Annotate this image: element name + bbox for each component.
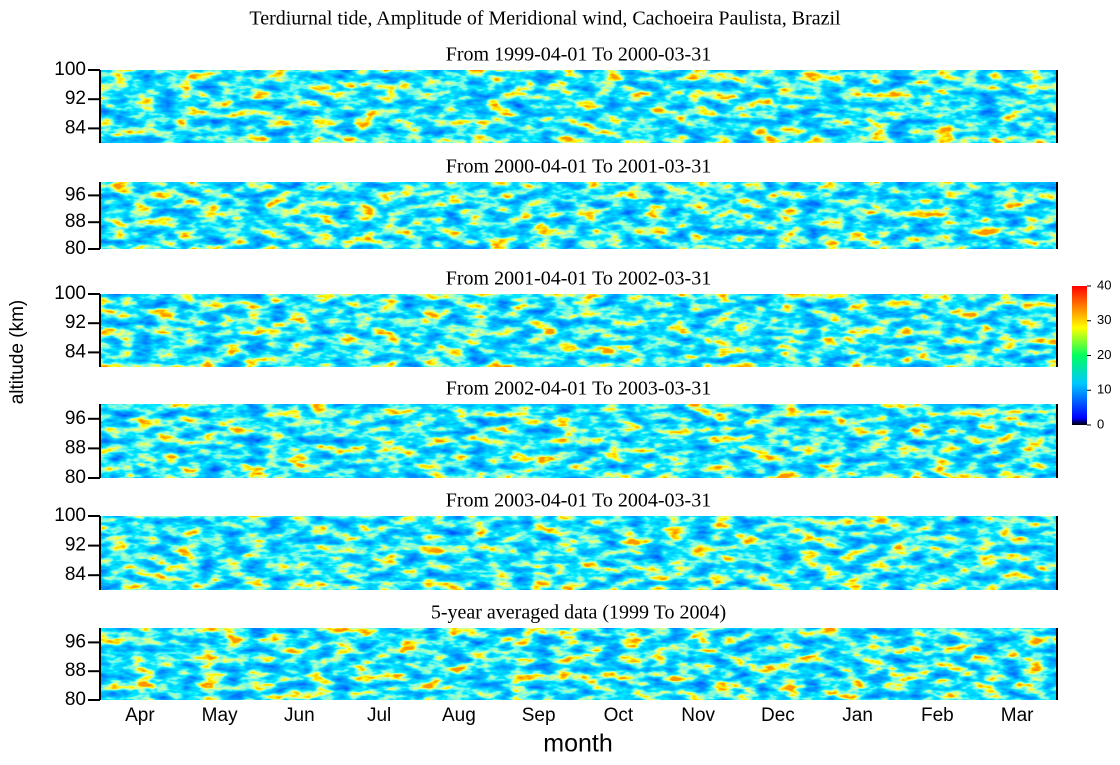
x-axis-label: month <box>543 730 612 758</box>
x-tick-label: Nov <box>681 705 715 726</box>
y-tick-label: 80 <box>65 467 86 488</box>
panel-title: From 2000-04-01 To 2001-03-31 <box>446 156 711 178</box>
y-tick-label: 80 <box>65 689 86 710</box>
y-tick-label: 84 <box>65 564 87 585</box>
x-tick-label: Jul <box>367 705 391 726</box>
heatmap <box>100 294 1057 367</box>
x-tick-label: Mar <box>1001 705 1034 726</box>
x-tick-label: Oct <box>604 705 634 726</box>
colorbar-tick-label: 20 <box>1097 347 1111 362</box>
panel-title: From 2003-04-01 To 2004-03-31 <box>446 490 711 512</box>
panel-title: 5-year averaged data (1999 To 2004) <box>431 602 726 624</box>
y-tick-label: 88 <box>65 660 86 681</box>
x-tick-label: Aug <box>442 705 476 726</box>
x-tick-label: Jan <box>842 705 873 726</box>
colorbar-tick-label: 0 <box>1097 416 1104 431</box>
heatmap <box>100 628 1057 700</box>
heatmap <box>100 182 1057 249</box>
x-tick-label: Jun <box>284 705 315 726</box>
colorbar-tick-label: 10 <box>1097 382 1111 397</box>
heatmap <box>100 70 1057 143</box>
colorbar-tick-label: 30 <box>1097 312 1111 327</box>
y-tick-label: 100 <box>54 505 86 526</box>
colorbar-tick-label: 40 <box>1097 277 1111 292</box>
y-tick-label: 88 <box>65 437 86 458</box>
y-tick-label: 92 <box>65 88 86 109</box>
y-tick-label: 84 <box>65 341 87 362</box>
y-tick-label: 92 <box>65 535 86 556</box>
chart-title: Terdiurnal tide, Amplitude of Meridional… <box>249 8 841 30</box>
x-tick-label: Dec <box>761 705 795 726</box>
panel-title: From 2001-04-01 To 2002-03-31 <box>446 268 711 290</box>
panel-title: From 2002-04-01 To 2003-03-31 <box>446 378 711 400</box>
x-tick-label: May <box>202 705 238 726</box>
y-tick-label: 80 <box>65 238 86 259</box>
x-tick-label: Feb <box>921 705 954 726</box>
y-tick-label: 92 <box>65 312 86 333</box>
heatmap <box>100 516 1057 590</box>
y-tick-label: 84 <box>65 117 87 138</box>
y-tick-label: 100 <box>54 283 86 304</box>
x-tick-label: Sep <box>522 705 556 726</box>
y-tick-label: 96 <box>65 631 86 652</box>
heatmap <box>100 404 1057 478</box>
y-axis-label: altitude (km) <box>7 300 28 405</box>
y-tick-label: 96 <box>65 184 86 205</box>
colorbar <box>1072 286 1087 425</box>
y-tick-label: 96 <box>65 408 86 429</box>
y-tick-label: 100 <box>54 59 86 80</box>
panel-title: From 1999-04-01 To 2000-03-31 <box>446 44 711 66</box>
y-tick-label: 88 <box>65 211 86 232</box>
x-tick-label: Apr <box>125 705 155 726</box>
